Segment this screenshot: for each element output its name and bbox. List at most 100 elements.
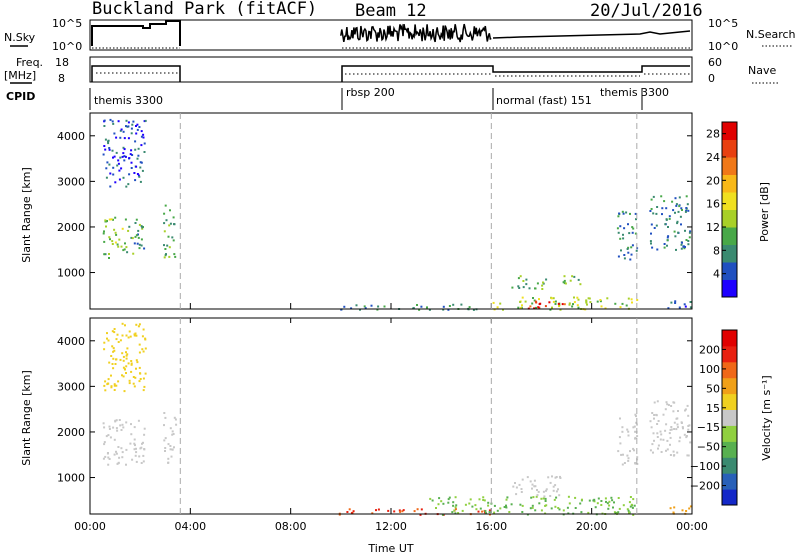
velocity-panel-cell: [106, 332, 108, 335]
power-panel-cell: [650, 242, 652, 245]
velocity-panel-cell: [132, 376, 135, 378]
velocity-panel-cell: [125, 351, 127, 354]
power-panel-cell: [549, 308, 552, 311]
power-panel-ytick: 2000: [57, 221, 85, 234]
power-panel-ytick: 1000: [57, 267, 85, 280]
velocity-panel-colorbar-tick: 100: [699, 363, 720, 376]
velocity-panel-cell: [487, 504, 490, 507]
velocity-panel-cell: [682, 427, 684, 430]
velocity-panel-cell: [123, 368, 126, 371]
velocity-panel-cell: [107, 339, 110, 342]
velocity-panel-cell: [416, 508, 419, 511]
power-panel-cell: [166, 244, 169, 247]
time-tick: 12:00: [375, 520, 407, 533]
power-panel-cell: [606, 297, 609, 300]
velocity-panel-cell: [550, 507, 553, 510]
velocity-panel-cell: [567, 495, 570, 498]
velocity-panel-cell: [545, 488, 548, 491]
velocity-panel-cell: [143, 385, 146, 388]
power-panel-cell: [143, 151, 146, 153]
power-panel-cell: [557, 302, 560, 305]
power-panel-cell: [674, 300, 677, 303]
velocity-panel-cell: [115, 338, 118, 341]
power-panel-cell: [172, 239, 175, 242]
velocity-panel-colorbar-swatch: [722, 457, 737, 474]
power-panel-cell: [125, 119, 128, 122]
velocity-panel-cell: [387, 509, 390, 512]
velocity-panel-cell: [118, 456, 121, 459]
power-panel-cell: [586, 303, 588, 306]
power-panel-cell: [130, 236, 133, 239]
velocity-panel-cell: [493, 504, 496, 507]
power-panel-cell: [412, 307, 415, 310]
power-panel-cell: [103, 145, 106, 147]
power-panel-cell: [137, 229, 140, 232]
velocity-panel-cell: [553, 498, 556, 501]
velocity-panel-cell: [515, 486, 518, 489]
velocity-panel-cell: [496, 509, 499, 512]
nave-tick-bottom: 0: [708, 72, 715, 85]
velocity-panel-colorbar-tick: −15: [697, 421, 720, 434]
velocity-panel-cell: [121, 334, 124, 337]
power-panel-cell: [134, 140, 137, 143]
velocity-panel-cell: [106, 383, 109, 386]
power-panel-cell: [563, 279, 566, 282]
velocity-panel-cell: [348, 508, 351, 511]
velocity-panel-cell: [549, 495, 552, 497]
velocity-panel-cell: [592, 499, 595, 502]
velocity-panel-cell: [651, 412, 654, 414]
velocity-panel-cell: [669, 428, 672, 431]
velocity-panel-cell: [632, 426, 635, 429]
power-panel-cell: [665, 218, 668, 221]
power-panel-cell: [542, 282, 545, 285]
velocity-panel-cell: [103, 426, 106, 429]
velocity-panel-cell: [113, 384, 116, 387]
velocity-panel-cell: [672, 450, 675, 453]
velocity-panel-cell: [635, 415, 637, 418]
power-panel-cell: [635, 218, 637, 221]
velocity-panel-cell: [112, 347, 115, 350]
velocity-panel-cell: [419, 513, 422, 516]
velocity-panel-cell: [656, 400, 659, 403]
power-panel-cell: [115, 136, 118, 139]
velocity-panel-cell: [174, 418, 177, 421]
power-panel-cell: [541, 288, 544, 290]
power-panel-cell: [140, 225, 143, 228]
power-panel-cell: [622, 237, 625, 240]
power-panel-cell: [684, 305, 687, 308]
velocity-panel-cell: [128, 379, 131, 382]
power-panel-cell: [139, 161, 142, 164]
velocity-panel-cell: [521, 478, 524, 481]
velocity-panel-cell: [688, 424, 691, 427]
power-panel-cell: [492, 301, 495, 304]
power-panel-cell: [416, 304, 418, 306]
power-panel-cell: [143, 120, 146, 123]
power-panel-cell: [144, 119, 147, 122]
power-panel-cell: [674, 302, 677, 304]
power-panel-cell: [137, 233, 139, 236]
velocity-panel-cell: [128, 330, 131, 333]
power-panel-cell: [120, 128, 123, 131]
power-panel-cell: [541, 284, 544, 287]
velocity-panel-cell: [127, 362, 130, 365]
power-panel-cell: [132, 252, 135, 255]
velocity-panel-cell: [144, 337, 147, 340]
velocity-panel-cell: [666, 439, 669, 442]
velocity-panel-cell: [437, 503, 440, 506]
velocity-panel-cell: [531, 506, 534, 509]
velocity-panel-cell: [111, 330, 114, 333]
time-tick: 00:00: [676, 520, 708, 533]
velocity-panel-cell: [512, 485, 515, 488]
velocity-panel-cell: [558, 508, 561, 511]
velocity-panel-cell: [630, 503, 633, 506]
power-panel-cell: [617, 255, 620, 258]
power-panel-cell: [655, 212, 658, 215]
power-panel-cell: [140, 238, 143, 241]
freq-panel: Freq. [MHz] 18 8 60 0 Nave: [4, 56, 778, 85]
power-panel-cell: [667, 235, 670, 238]
power-panel-cell: [103, 230, 105, 233]
power-panel-cell: [442, 305, 445, 308]
velocity-panel-colorbar-swatch: [722, 361, 737, 379]
velocity-panel-cell: [122, 366, 125, 369]
power-panel-cell: [563, 303, 566, 306]
